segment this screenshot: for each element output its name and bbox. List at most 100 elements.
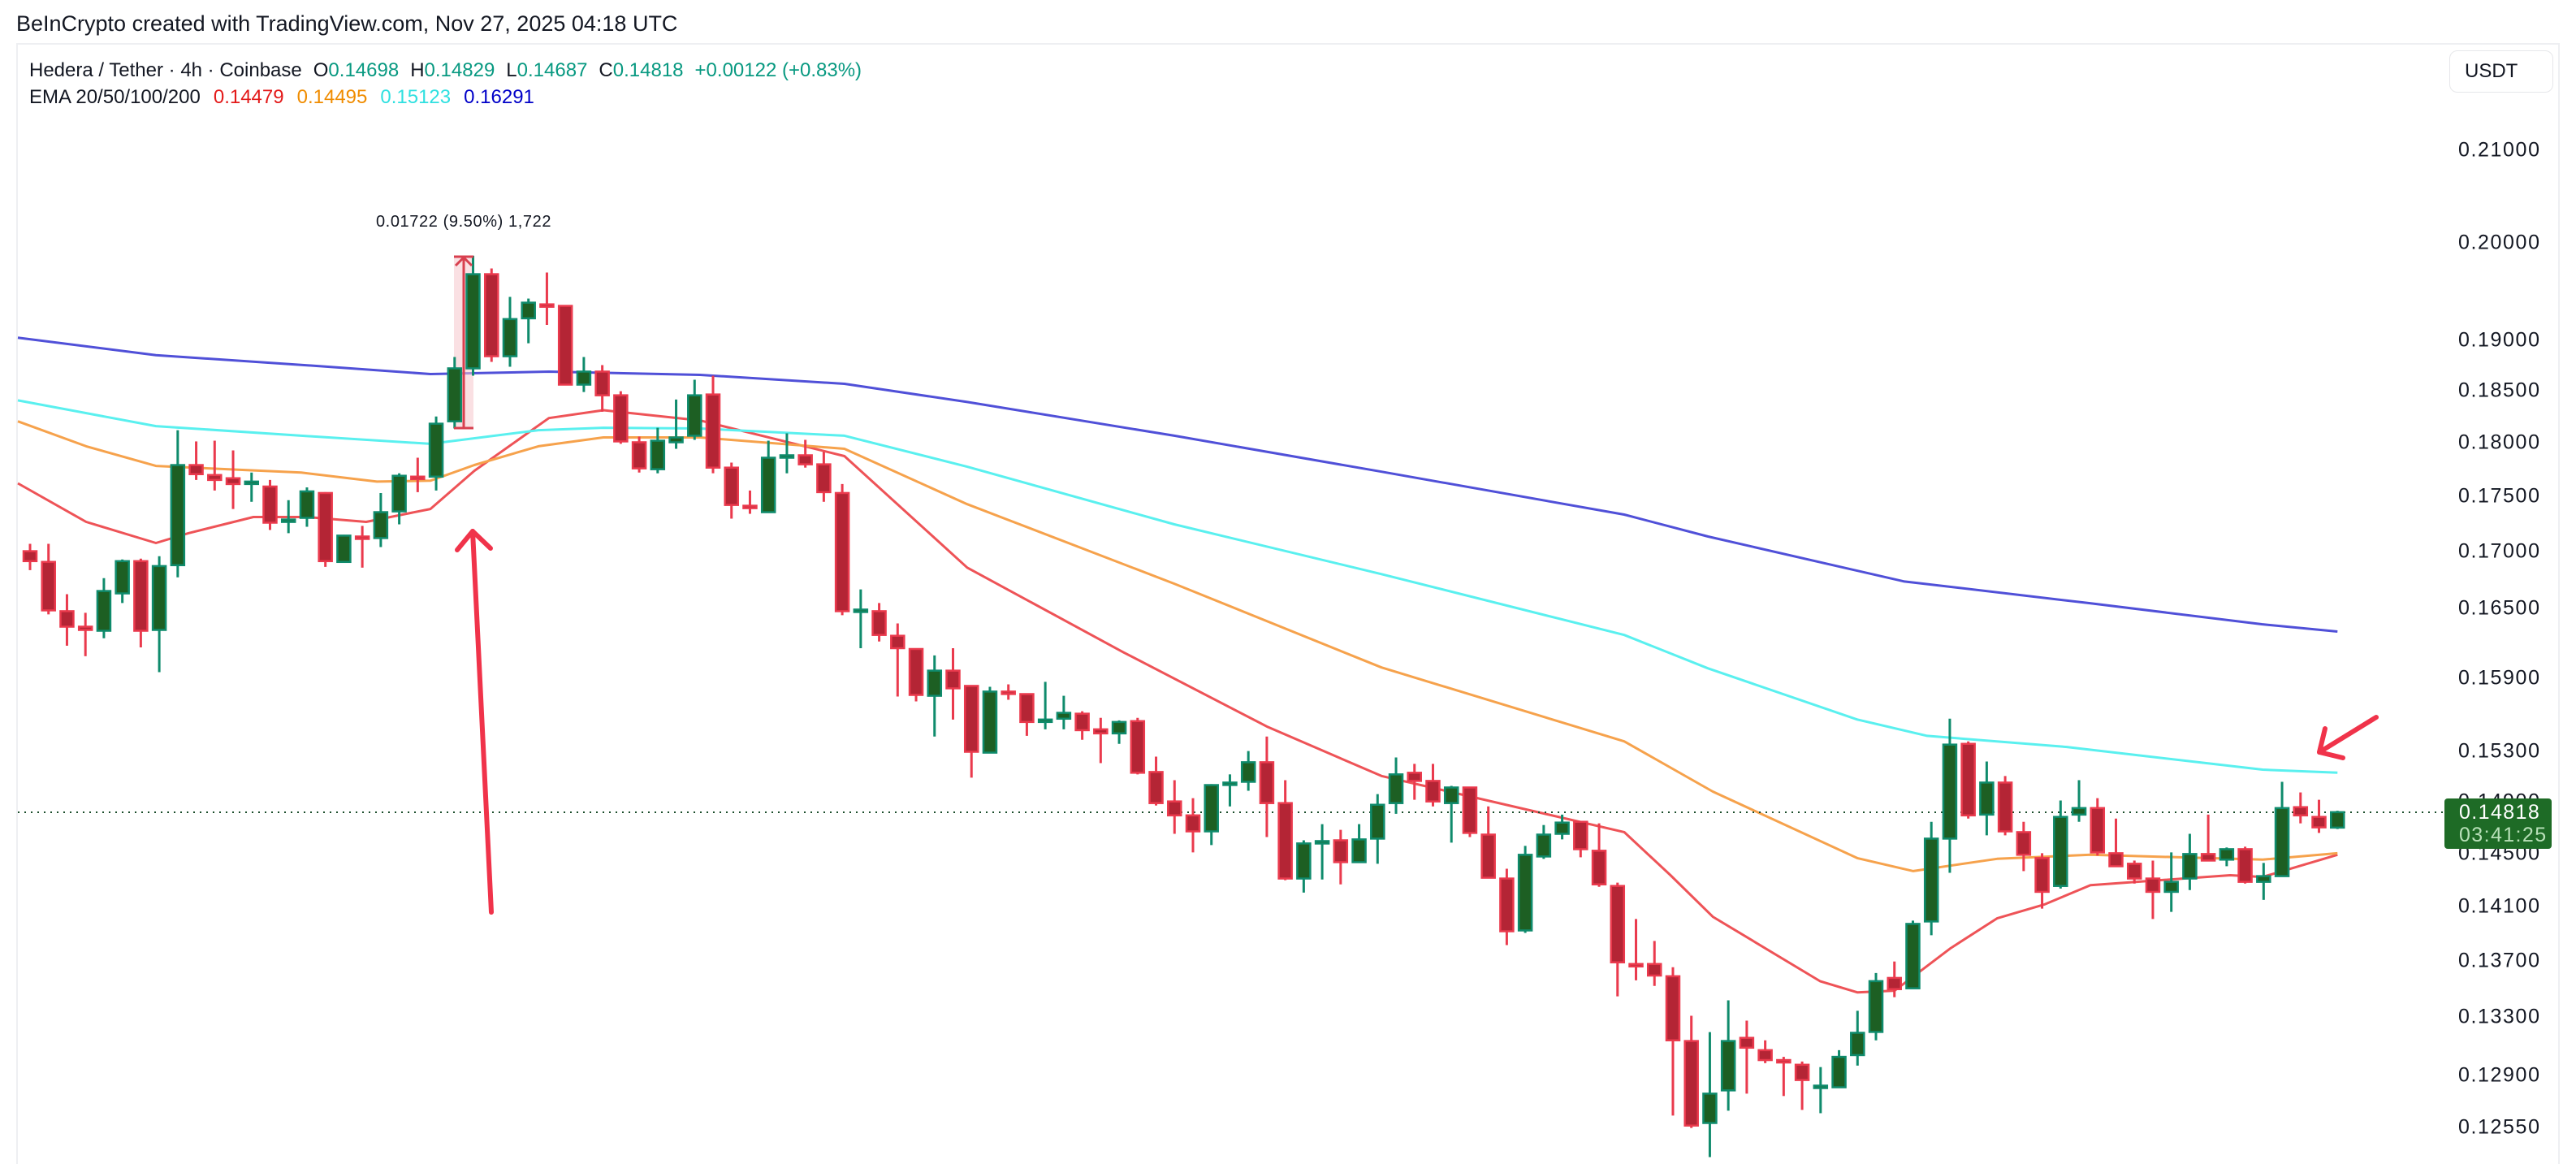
symbol-title[interactable]: Hedera / Tether · 4h · Coinbase [29, 59, 302, 81]
candle [133, 558, 149, 647]
candle [1831, 1049, 1847, 1088]
candle [2145, 860, 2161, 920]
candle [650, 427, 666, 474]
candle [2182, 833, 2198, 890]
candle [760, 440, 776, 513]
candle [557, 305, 573, 386]
ema100-value: 0.15123 [380, 86, 452, 108]
candle [594, 365, 610, 412]
candle [1185, 798, 1201, 853]
high-value: 0.14829 [424, 59, 495, 81]
candle [1222, 774, 1238, 807]
candle [1960, 741, 1976, 819]
candle [705, 375, 721, 474]
candle [96, 578, 112, 638]
candle [1868, 972, 1884, 1041]
candle [2274, 781, 2290, 877]
candle [2200, 814, 2216, 862]
bar-countdown: 03:41:25 [2459, 824, 2548, 846]
price-axis-tick: 0.12900 [2458, 1063, 2541, 1087]
price-axis-tick: 0.15900 [2458, 666, 2541, 690]
candle [779, 433, 795, 474]
candle [724, 462, 739, 519]
candle [447, 357, 463, 429]
ema50-value: 0.14495 [296, 86, 368, 108]
candle [1351, 824, 1367, 863]
candle [299, 487, 315, 527]
candle [373, 492, 389, 547]
ema100-line [17, 399, 2338, 774]
price-range-measure-lines [454, 255, 473, 430]
candle [1407, 764, 1422, 800]
candle [1573, 820, 1588, 858]
candle [2034, 853, 2050, 909]
arrow-down-left-annotation[interactable] [2317, 715, 2379, 760]
candle [2053, 800, 2068, 889]
price-axis-tick: 0.19000 [2458, 328, 2541, 352]
price-axis-tick: 0.13700 [2458, 949, 2541, 972]
candle [1979, 761, 1995, 836]
arrow-up-annotation[interactable] [455, 529, 494, 915]
candle [816, 452, 832, 502]
candle [1997, 776, 2013, 836]
price-axis-tick: 0.12550 [2458, 1115, 2541, 1139]
candle [1056, 695, 1072, 729]
last-price-value: 0.14818 [2459, 801, 2541, 824]
candle [1148, 756, 1164, 806]
candle [318, 491, 333, 567]
candle [1093, 717, 1109, 764]
candle [280, 500, 296, 534]
high-label: H [410, 59, 425, 81]
open-value: 0.14698 [328, 59, 400, 81]
candle [1167, 780, 1182, 834]
candle [225, 450, 241, 509]
candle [1277, 780, 1293, 881]
price-change: +0.00122 (+0.83%) [694, 59, 862, 81]
candle [22, 543, 38, 570]
price-axis-tick: 0.18000 [2458, 431, 2541, 454]
candle [668, 399, 684, 449]
candle [1001, 684, 1016, 700]
candle [465, 255, 481, 376]
close-value: 0.14818 [612, 59, 684, 81]
symbol-row: Hedera / Tether · 4h · Coinbase O 0.14698… [29, 57, 862, 84]
candle [1554, 814, 1570, 840]
ema200-line [17, 336, 2338, 633]
currency-button[interactable]: USDT [2449, 50, 2553, 93]
candle [871, 603, 887, 642]
candle [963, 685, 979, 778]
candle [890, 623, 905, 697]
candle [1739, 1020, 1755, 1094]
candle [742, 490, 758, 514]
candle [1111, 720, 1127, 744]
candle [853, 589, 869, 648]
candle [2126, 860, 2142, 884]
candle [982, 686, 998, 754]
candle [484, 268, 499, 362]
candle [2330, 811, 2345, 829]
candle [1702, 1032, 1718, 1158]
candle [391, 473, 407, 525]
candle [207, 440, 223, 491]
candle [687, 379, 702, 440]
ema-indicator-title[interactable]: EMA 20/50/100/200 [29, 86, 201, 108]
candle [1499, 868, 1515, 945]
candle [1517, 846, 1533, 933]
chart-frame [16, 43, 2560, 1164]
candle [2293, 792, 2309, 824]
candle [2108, 818, 2124, 868]
candle [2016, 821, 2032, 872]
candle [1610, 882, 1626, 997]
candle [1259, 736, 1275, 837]
candle [1388, 757, 1404, 814]
candle [539, 272, 555, 326]
candle [1333, 829, 1349, 885]
price-axis-tick: 0.13300 [2458, 1005, 2541, 1028]
candle [2256, 863, 2271, 900]
candle [188, 441, 204, 480]
candle [1425, 764, 1441, 807]
ema50-line [17, 420, 2338, 872]
candle [428, 416, 444, 491]
candle [1480, 806, 1496, 879]
